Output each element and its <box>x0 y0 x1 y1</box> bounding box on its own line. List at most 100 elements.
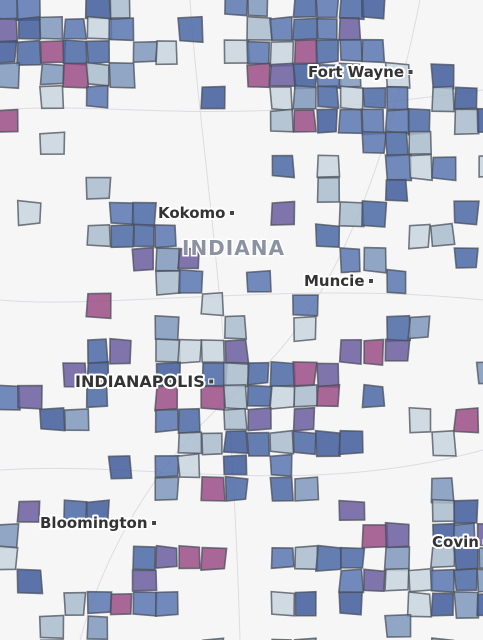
county-cell <box>363 338 385 366</box>
county-cell <box>17 16 42 40</box>
county-cell <box>86 15 113 40</box>
county-cell <box>338 62 362 89</box>
county-cell <box>131 246 155 272</box>
county-cell <box>429 222 456 248</box>
county-cell <box>383 546 411 572</box>
county-cell <box>200 339 226 364</box>
county-cell <box>268 15 293 42</box>
county-cell <box>338 0 365 21</box>
county-cell <box>39 39 67 64</box>
city-marker <box>228 210 235 216</box>
county-cell <box>16 568 44 595</box>
city-label: Kokomo <box>158 204 225 222</box>
county-cell <box>155 269 182 296</box>
county-cell <box>176 338 203 365</box>
county-cell <box>292 294 319 317</box>
county-cell <box>222 383 248 411</box>
county-cell <box>224 475 249 502</box>
county-cell <box>132 40 159 64</box>
county-cell <box>0 108 19 133</box>
county-cell <box>131 201 157 228</box>
county-cell <box>245 431 271 457</box>
county-cell <box>384 521 410 549</box>
county-cell <box>315 0 340 19</box>
county-cell <box>133 223 155 248</box>
county-cell <box>223 315 248 340</box>
county-cell <box>408 130 433 155</box>
county-cell <box>85 61 110 87</box>
city-label: Fort Wayne <box>308 63 404 81</box>
county-cell <box>154 544 178 569</box>
county-cell <box>84 0 112 20</box>
county-cell <box>224 0 249 17</box>
county-cell <box>38 84 65 110</box>
county-cell <box>429 568 455 594</box>
county-cell <box>62 62 90 89</box>
county-cell <box>361 130 388 155</box>
county-cell <box>315 17 338 41</box>
county-cell <box>384 108 411 135</box>
county-cell <box>271 154 296 179</box>
county-cell <box>154 383 179 412</box>
county-cell <box>131 569 158 592</box>
county-cell <box>316 362 340 389</box>
county-cell <box>476 593 483 617</box>
county-cell <box>107 455 133 480</box>
county-cell <box>39 16 64 40</box>
county-cell <box>155 361 181 388</box>
county-cell <box>85 84 109 109</box>
county-cell <box>478 155 483 178</box>
county-cell <box>39 62 65 86</box>
county-cell <box>291 17 319 41</box>
county-cell <box>476 107 483 134</box>
county-cell <box>475 361 483 385</box>
county-cell <box>314 223 341 249</box>
county-cell <box>154 314 180 342</box>
county-cell <box>339 546 366 569</box>
county-cell <box>314 429 341 458</box>
county-cell <box>86 224 112 248</box>
county-cell <box>293 38 319 65</box>
city-label: Muncie <box>304 272 365 290</box>
county-cell <box>224 339 250 364</box>
county-cell <box>222 430 249 455</box>
county-cell <box>246 15 273 41</box>
county-cell <box>360 0 386 20</box>
county-cell <box>338 17 362 41</box>
county-cell <box>269 360 296 388</box>
county-cell <box>247 406 272 432</box>
county-cell <box>339 85 365 112</box>
county-cell <box>292 406 316 432</box>
county-cell <box>294 476 320 502</box>
county-cell <box>200 432 223 456</box>
county-cell <box>407 223 431 250</box>
county-cell <box>384 338 411 362</box>
county-cell <box>132 591 158 617</box>
city-marker <box>368 278 374 284</box>
county-cell <box>154 455 180 479</box>
county-cell <box>108 61 136 89</box>
county-cell <box>200 85 226 110</box>
county-cell <box>155 338 182 363</box>
city-label: Bloomington <box>40 514 148 532</box>
county-cell <box>270 200 296 226</box>
county-cell <box>430 63 455 90</box>
county-cell <box>177 431 203 455</box>
region-label: INDIANA <box>182 236 285 260</box>
county-cell <box>176 452 201 479</box>
county-cell <box>0 523 20 549</box>
county-cell <box>85 499 110 525</box>
county-cell <box>63 408 90 432</box>
county-cell <box>0 62 21 90</box>
county-cell <box>478 547 483 570</box>
county-cell <box>223 407 248 431</box>
city-marker <box>151 520 158 526</box>
county-cell <box>361 200 388 228</box>
county-cell <box>315 544 343 573</box>
city-label: Covin <box>432 533 479 551</box>
county-cell <box>177 15 204 44</box>
county-cell <box>384 567 410 592</box>
county-cell <box>0 0 20 21</box>
county-cell <box>431 85 455 113</box>
